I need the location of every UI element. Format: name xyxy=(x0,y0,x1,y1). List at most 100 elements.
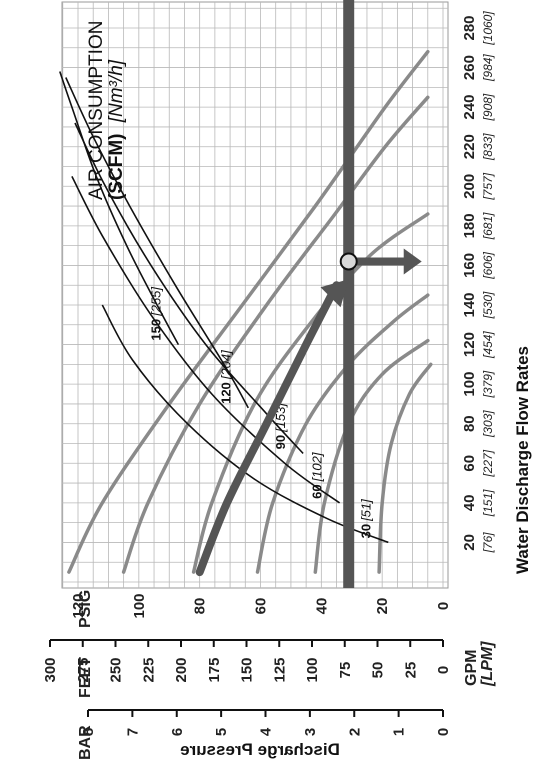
y-tick-psig: 20 xyxy=(374,598,391,615)
air-curve-label-120: 120 [204] xyxy=(218,350,233,404)
psig-unit-group: PSIG xyxy=(77,590,94,628)
lpm-unit-group: [LPM] xyxy=(479,641,496,687)
chart-title: AIR CONSUMPTION xyxy=(86,21,107,200)
y-tick-feet: 150 xyxy=(239,657,256,682)
y-tick-feet: 0 xyxy=(435,666,452,674)
x-tick-gpm: 240 xyxy=(461,95,478,120)
x-tick-gpm: 220 xyxy=(461,134,478,159)
y-tick-bar: 6 xyxy=(169,728,186,736)
air-curve-30 xyxy=(101,304,389,544)
x-tick-gpm: 160 xyxy=(461,253,478,278)
y-tick-feet: 175 xyxy=(206,657,223,682)
x-tick-lpm: [757] xyxy=(481,172,495,200)
x-tick-lpm: [984] xyxy=(481,54,495,82)
pressure-curve-1 xyxy=(67,49,430,574)
y-tick-bar: 4 xyxy=(258,727,275,736)
air-curve-label-60: 60 [102] xyxy=(310,452,325,499)
x-tick-lpm: [454] xyxy=(481,331,495,359)
air-curve-nm3h: [204] xyxy=(218,350,233,380)
y-tick-psig: 0 xyxy=(435,602,452,610)
gpm-unit-label: GPM xyxy=(463,650,480,686)
y-tick-feet: 250 xyxy=(108,657,125,682)
air-curve-value: 90 xyxy=(273,435,288,449)
air-curve-nm3h: [255] xyxy=(148,287,163,317)
x-tick-lpm: [908] xyxy=(481,93,495,121)
x-axis-title: Water Discharge Flow Rates xyxy=(513,346,532,574)
y-axis-ticks: 0 20 40 60 80 100 120 xyxy=(70,593,452,618)
y-tick-feet: 225 xyxy=(140,657,157,682)
x-tick-gpm: 100 xyxy=(461,372,478,397)
x-tick-lpm: [227] xyxy=(481,449,495,477)
x-axis-title-group: Water Discharge Flow Rates xyxy=(513,346,532,574)
air-curve-nm3h: [102] xyxy=(310,452,325,482)
y-tick-psig: 100 xyxy=(131,593,148,618)
y-tick-feet: 100 xyxy=(304,657,321,682)
y-tick-feet: 275 xyxy=(75,657,92,682)
y-tick-bar: 8 xyxy=(80,728,97,736)
air-curve-150 xyxy=(59,71,180,345)
y-tick-bar: 1 xyxy=(391,728,408,736)
x-tick-lpm: [833] xyxy=(481,133,495,161)
x-tick-lpm: [76] xyxy=(481,532,495,554)
lpm-unit-label: [LPM] xyxy=(479,641,496,687)
air-consumption-curves: 30[51]60[102]90[153]120[204]150[255] xyxy=(59,71,389,544)
y-tick-bar: 7 xyxy=(124,728,141,736)
air-curve-90 xyxy=(74,122,304,454)
y-tick-psig: 60 xyxy=(253,598,270,615)
feet-unit-group: FEET xyxy=(77,657,94,698)
air-curve-value: 120 xyxy=(218,382,233,404)
x-tick-lpm: [379] xyxy=(481,370,495,398)
y-tick-bar: 2 xyxy=(346,728,363,736)
example-performance-path xyxy=(195,281,341,577)
x-tick-gpm: 280 xyxy=(461,15,478,40)
y-tick-feet: 300 xyxy=(42,657,59,682)
air-curve-nm3h: [51] xyxy=(358,499,373,522)
y-tick-psig: 120 xyxy=(70,593,87,618)
pressure-curve-4 xyxy=(255,293,430,574)
x-tick-lpm: [1060] xyxy=(481,11,495,46)
example-flow-arrowhead xyxy=(403,248,422,275)
air-curve-60 xyxy=(71,176,341,504)
example-path-arrowhead xyxy=(320,279,349,308)
y-tick-feet: 200 xyxy=(173,657,190,682)
bar-unit-label: BAR xyxy=(77,725,94,760)
air-curve-value: 60 xyxy=(310,484,325,498)
y-tick-bar: 0 xyxy=(435,728,452,736)
y-tick-bar: 3 xyxy=(302,728,319,736)
x-tick-gpm: 180 xyxy=(461,213,478,238)
example-overlay xyxy=(195,0,422,588)
title-nm3h: [Nm³/h] xyxy=(106,59,127,123)
x-tick-gpm: 20 xyxy=(461,534,478,551)
pressure-curve-2 xyxy=(121,95,430,574)
air-curve-120 xyxy=(65,77,250,409)
x-tick-lpm: [303] xyxy=(481,410,495,438)
y-tick-feet: 125 xyxy=(271,657,288,682)
x-tick-gpm: 60 xyxy=(461,455,478,472)
y-tick-bar: 5 xyxy=(213,728,230,736)
chart-grid xyxy=(61,1,449,589)
air-curve-label-30: 30 [51] xyxy=(358,499,373,539)
x-tick-lpm: [151] xyxy=(481,489,495,517)
y-tick-feet: 75 xyxy=(337,662,354,679)
secondary-scales: 0 25 50 75 100 125 150 175 200 225 250 275 300 0 1 2 3 4 5… xyxy=(42,639,452,736)
psig-unit-label: PSIG xyxy=(77,590,94,628)
bar-unit-group: BAR xyxy=(77,725,94,760)
x-tick-gpm: 40 xyxy=(461,495,478,512)
x-tick-lpm: [681] xyxy=(481,212,495,240)
x-tick-gpm: 200 xyxy=(461,174,478,199)
y-tick-psig: 80 xyxy=(192,598,209,615)
example-operating-point xyxy=(339,252,358,271)
x-tick-gpm: 120 xyxy=(461,332,478,357)
title-scfm: (SCFM) xyxy=(106,134,127,200)
y-axis-title-group: Discharge Pressure xyxy=(180,740,340,759)
x-tick-gpm: 260 xyxy=(461,55,478,80)
x-tick-gpm: 140 xyxy=(461,292,478,317)
air-curve-value: 30 xyxy=(358,524,373,538)
pressure-curve-6 xyxy=(377,362,433,574)
y-axis-title: Discharge Pressure xyxy=(180,740,340,759)
title-line1: AIR CONSUMPTION xyxy=(86,21,107,200)
x-tick-lpm: [606] xyxy=(481,251,495,279)
air-curve-label-150: 150 [255] xyxy=(148,287,163,341)
y-tick-feet: 25 xyxy=(402,662,419,679)
